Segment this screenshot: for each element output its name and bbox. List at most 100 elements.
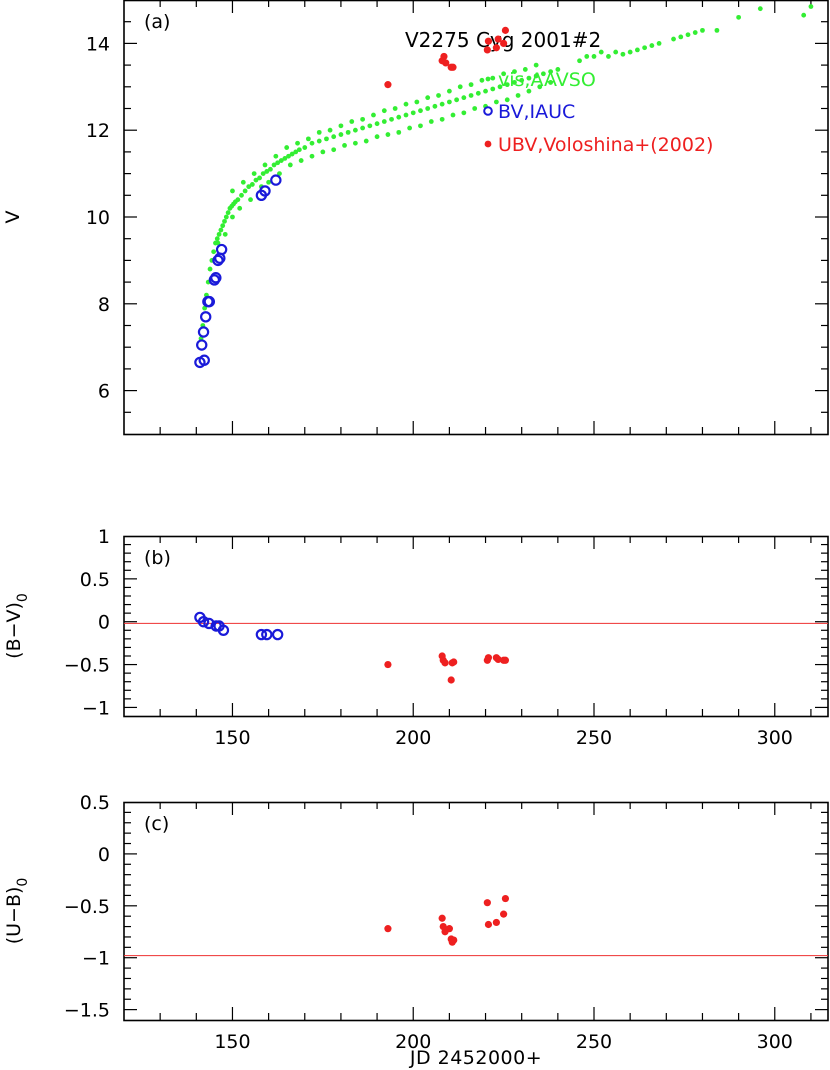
data-point — [736, 14, 742, 20]
data-point — [360, 125, 366, 131]
data-point — [216, 231, 222, 237]
data-point — [309, 153, 315, 159]
data-point — [212, 254, 224, 267]
data-point — [287, 162, 293, 168]
data-point — [246, 184, 252, 190]
data-point — [309, 140, 315, 146]
data-point — [522, 67, 528, 72]
y-tick-label: 8 — [98, 294, 110, 316]
data-point — [439, 116, 445, 122]
data-point — [490, 75, 496, 81]
data-point — [259, 185, 271, 197]
data-point — [237, 205, 243, 211]
y-tick-label: −1.5 — [64, 1000, 110, 1022]
panel-b: 150 200 250 300−1−0.500.51(b)(B−V)0 — [3, 526, 829, 749]
panel-b-series-bv-iauc — [194, 611, 284, 641]
data-point — [490, 86, 496, 92]
panel-c-label: (c) — [144, 813, 169, 835]
panel-a-series-bv-iauc — [194, 174, 282, 369]
data-point — [808, 4, 814, 9]
data-point — [450, 936, 458, 944]
data-point — [261, 628, 273, 641]
data-point — [235, 197, 241, 203]
data-point — [801, 12, 807, 18]
data-point — [494, 35, 502, 43]
panel-a-frame — [123, 0, 829, 436]
data-point — [217, 624, 230, 636]
data-point — [360, 116, 366, 122]
data-point — [700, 27, 705, 33]
data-point — [381, 108, 387, 114]
data-point — [403, 101, 409, 107]
data-point — [504, 97, 510, 103]
data-point — [371, 112, 376, 118]
data-point — [432, 103, 438, 109]
data-point — [526, 75, 532, 81]
data-point — [197, 326, 210, 338]
y-tick-label: 14 — [86, 33, 110, 55]
data-point — [266, 179, 272, 185]
data-point — [270, 174, 282, 186]
data-point — [577, 58, 582, 64]
data-point — [446, 99, 452, 105]
data-point — [678, 34, 684, 40]
y-axis-label-subscript: 0 — [15, 878, 31, 887]
data-point — [501, 656, 510, 664]
data-point — [403, 112, 409, 118]
x-tick-label: 150 — [214, 727, 250, 749]
data-point — [389, 116, 394, 122]
data-point — [385, 132, 391, 137]
data-point — [225, 210, 231, 216]
data-point — [436, 93, 441, 98]
x-axis-label: JD 2452000+ — [409, 1047, 542, 1069]
data-point — [519, 77, 525, 83]
data-point — [260, 171, 266, 177]
data-point — [438, 914, 446, 922]
data-point — [286, 153, 291, 159]
data-point — [316, 129, 322, 135]
data-point — [230, 214, 235, 220]
data-point — [248, 197, 253, 203]
data-point — [446, 88, 452, 94]
data-point — [447, 676, 455, 684]
data-point — [214, 236, 220, 242]
data-point — [278, 158, 284, 163]
data-point — [692, 30, 698, 35]
data-point — [504, 82, 510, 88]
data-point — [475, 90, 481, 96]
y-axis-label: (B−V)0 — [3, 593, 31, 659]
data-point — [345, 129, 351, 135]
data-point — [656, 41, 662, 46]
data-point — [627, 49, 633, 55]
data-point — [327, 127, 333, 133]
data-point — [196, 339, 208, 351]
y-tick-label: 0 — [98, 844, 110, 866]
x-tick-label: 200 — [395, 1031, 431, 1053]
data-point — [449, 63, 457, 71]
data-point — [331, 147, 337, 153]
data-point — [479, 77, 485, 83]
data-point — [289, 151, 295, 157]
data-point — [338, 123, 344, 129]
data-point — [230, 188, 235, 194]
y-tick-label: 0.5 — [80, 792, 110, 814]
data-point — [492, 918, 500, 927]
data-point — [268, 166, 273, 172]
data-point — [484, 654, 493, 662]
y-axis-label-subscript: 0 — [15, 593, 31, 602]
data-point — [492, 44, 500, 52]
panel-a-label: (a) — [144, 11, 170, 33]
data-point — [642, 45, 648, 51]
data-point — [198, 354, 210, 366]
y-axis-label: V — [2, 211, 24, 224]
data-point — [381, 119, 387, 124]
y-tick-label: −1 — [82, 697, 110, 719]
data-point — [555, 67, 561, 72]
panel-b-label: (b) — [144, 547, 171, 569]
legend-marker — [483, 106, 493, 116]
data-point — [331, 134, 337, 140]
data-point — [293, 149, 299, 155]
data-point — [540, 71, 546, 77]
data-point — [484, 37, 493, 45]
data-point — [215, 243, 228, 256]
